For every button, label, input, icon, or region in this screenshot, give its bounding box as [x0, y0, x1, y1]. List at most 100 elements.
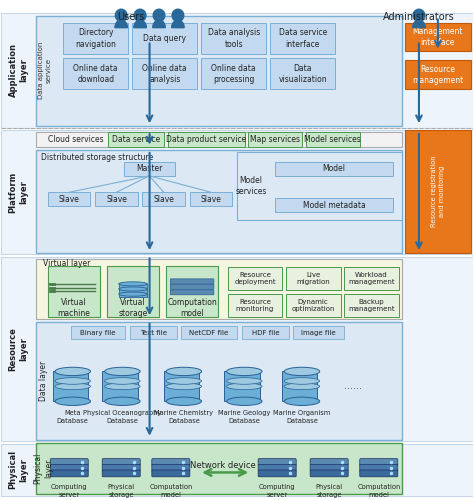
Text: Physical
layer: Physical layer [33, 453, 53, 484]
Circle shape [413, 9, 425, 22]
Text: Computation
model: Computation model [149, 484, 192, 498]
Ellipse shape [227, 378, 262, 384]
Ellipse shape [166, 383, 201, 390]
Bar [109, 132, 164, 146]
Bar [53, 372, 88, 402]
Bar [0, 257, 474, 441]
FancyArrowPatch shape [155, 24, 163, 26]
Bar [293, 326, 344, 339]
Ellipse shape [284, 397, 319, 406]
FancyBboxPatch shape [50, 458, 88, 466]
FancyBboxPatch shape [102, 470, 140, 477]
Text: Data service: Data service [112, 135, 161, 144]
Text: Platform
layer: Platform layer [9, 172, 29, 213]
FancyBboxPatch shape [310, 464, 348, 471]
FancyArrowPatch shape [136, 24, 144, 26]
Text: Computation
model: Computation model [357, 484, 401, 498]
Text: NetCDF file: NetCDF file [190, 330, 229, 336]
Bar [275, 162, 393, 176]
Text: Backup
management: Backup management [348, 298, 394, 312]
Bar [228, 294, 283, 317]
Polygon shape [172, 20, 184, 28]
Text: Slave: Slave [153, 195, 174, 204]
Ellipse shape [227, 383, 262, 390]
Text: Data product service: Data product service [166, 135, 246, 144]
Text: Marine Organism
Database: Marine Organism Database [273, 410, 330, 424]
FancyArrowPatch shape [415, 24, 423, 26]
Text: Model
services: Model services [236, 176, 267, 197]
Bar [36, 132, 402, 147]
Ellipse shape [105, 397, 140, 406]
Bar [130, 326, 177, 339]
Bar [344, 294, 399, 317]
Ellipse shape [284, 378, 319, 384]
Bar [124, 162, 174, 176]
Bar [48, 266, 100, 317]
Bar [107, 266, 159, 317]
Text: Computation
model: Computation model [167, 298, 217, 318]
Bar [102, 372, 138, 402]
Text: Network device: Network device [190, 462, 255, 470]
Bar [201, 58, 266, 90]
Ellipse shape [55, 383, 91, 390]
Text: Resource
management: Resource management [412, 65, 464, 85]
Bar [36, 150, 402, 253]
Bar [36, 260, 402, 319]
Text: Data
visualization: Data visualization [278, 64, 327, 84]
Polygon shape [115, 20, 128, 28]
FancyBboxPatch shape [170, 284, 214, 290]
Text: Marine Geology
Database: Marine Geology Database [218, 410, 271, 424]
Text: Online data
download: Online data download [73, 64, 118, 84]
Bar [168, 132, 245, 146]
Bar [48, 192, 91, 206]
Text: Slave: Slave [59, 195, 80, 204]
Ellipse shape [55, 378, 91, 384]
Bar [270, 58, 335, 90]
Bar [405, 130, 471, 253]
Circle shape [134, 9, 146, 22]
Bar [242, 326, 289, 339]
FancyBboxPatch shape [170, 290, 214, 295]
Text: ......: ...... [344, 382, 362, 392]
FancyBboxPatch shape [102, 458, 140, 466]
Text: Distributed storage structure: Distributed storage structure [41, 153, 154, 162]
Bar [282, 372, 318, 402]
Text: Physical
storage: Physical storage [316, 484, 343, 498]
Text: Dynamic
optimization: Dynamic optimization [292, 298, 335, 312]
Text: Slave: Slave [201, 195, 221, 204]
Text: Physical Oceanography
Database: Physical Oceanography Database [83, 410, 162, 424]
Bar [190, 192, 232, 206]
Text: Application
layer: Application layer [9, 44, 29, 98]
Text: Computing
server: Computing server [259, 484, 295, 498]
Bar [36, 322, 402, 440]
Text: Physical
storage: Physical storage [108, 484, 135, 498]
Text: HDF file: HDF file [252, 330, 279, 336]
FancyArrowPatch shape [174, 24, 182, 26]
Text: Resource
layer: Resource layer [9, 327, 29, 371]
Bar [405, 60, 471, 90]
Bar [71, 326, 126, 339]
Bar [95, 192, 138, 206]
Ellipse shape [227, 397, 262, 406]
Bar [181, 326, 237, 339]
Bar [270, 23, 335, 54]
Polygon shape [134, 20, 146, 28]
Ellipse shape [55, 368, 91, 376]
Bar [36, 442, 402, 494]
Text: Data application
service: Data application service [38, 42, 51, 99]
Text: Data analysis
tools: Data analysis tools [208, 28, 260, 48]
Text: Model: Model [322, 164, 346, 173]
Circle shape [115, 9, 127, 22]
Text: Data service
interface: Data service interface [279, 28, 327, 48]
Text: Workload
management: Workload management [348, 272, 394, 285]
Circle shape [153, 9, 165, 22]
Text: Meta
Database: Meta Database [57, 410, 89, 424]
Text: Virtual
machine: Virtual machine [57, 298, 91, 318]
Text: Resource
deployment: Resource deployment [234, 272, 276, 285]
Bar [143, 192, 185, 206]
FancyBboxPatch shape [50, 470, 88, 477]
FancyBboxPatch shape [152, 464, 190, 471]
Ellipse shape [118, 292, 147, 296]
Bar [286, 267, 340, 290]
Text: Resource
monitoring: Resource monitoring [236, 298, 274, 312]
